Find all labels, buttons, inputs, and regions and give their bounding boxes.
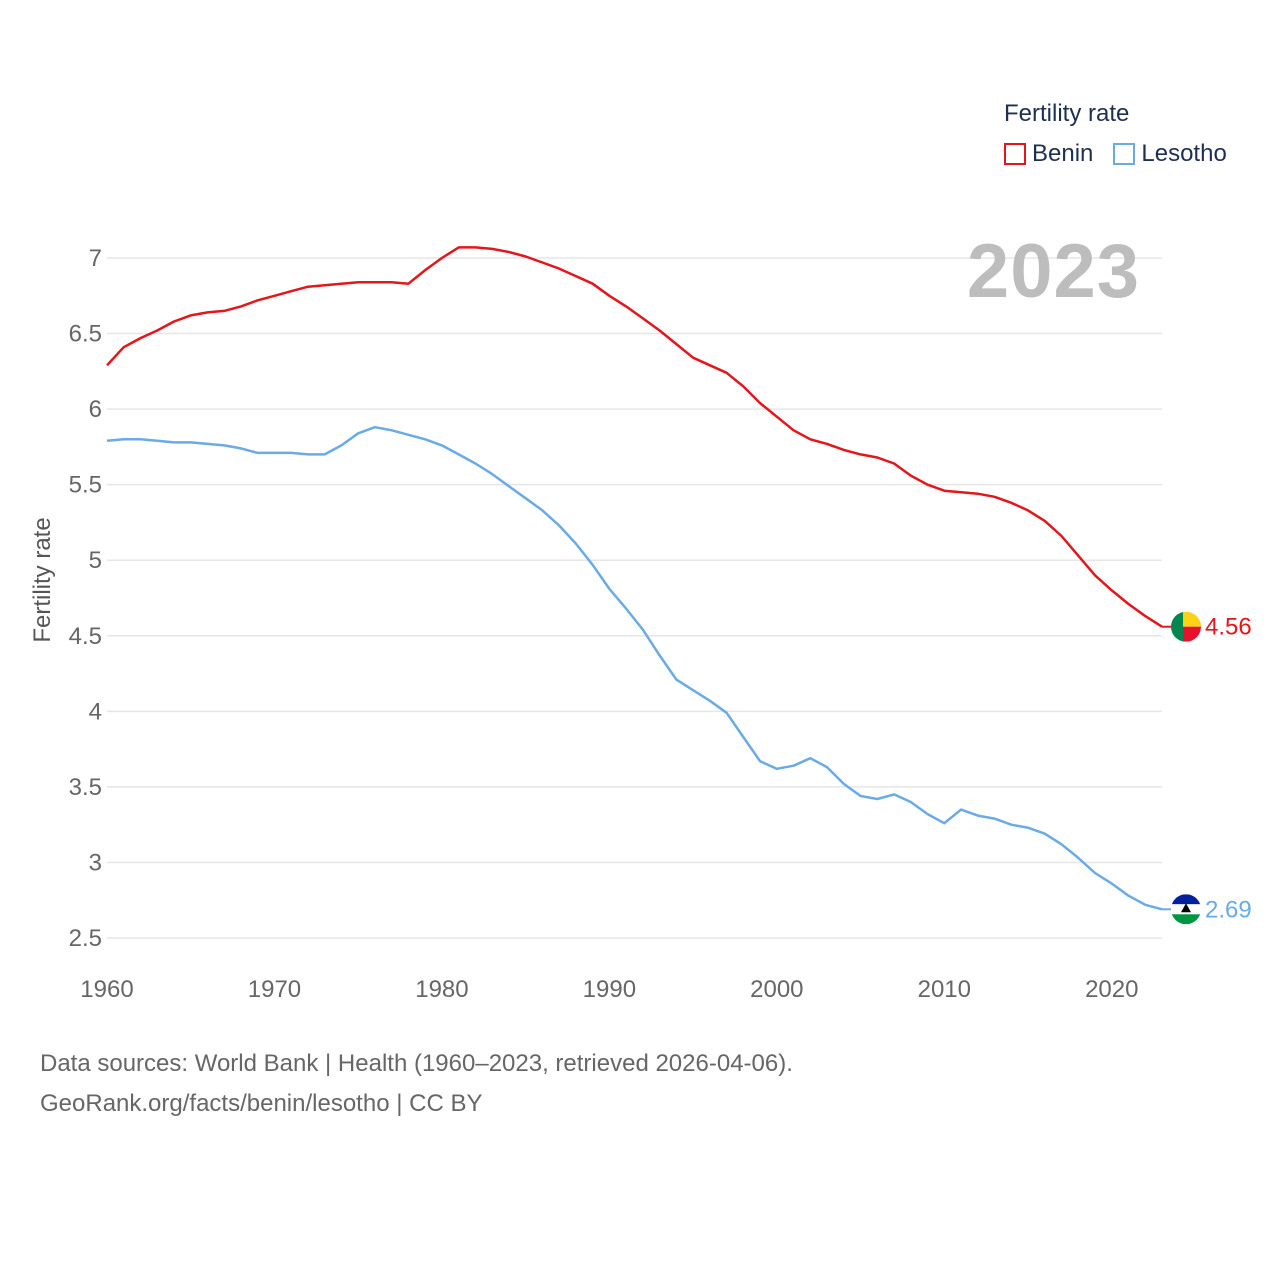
lesotho-flag-icon (1171, 894, 1201, 925)
x-tick-label: 2010 (918, 976, 971, 1003)
end-value-label-lesotho: 2.69 (1205, 896, 1252, 923)
footer-attribution-link[interactable]: GeoRank.org/facts/benin/lesotho | CC BY (40, 1090, 483, 1117)
y-tick-label: 6.5 (69, 321, 102, 348)
x-tick-label: 2000 (750, 976, 803, 1003)
y-axis-label: Fertility rate (29, 517, 56, 642)
legend-item-benin[interactable]: Benin (1004, 140, 1093, 168)
legend: Fertility rate Benin Lesotho (1004, 100, 1227, 168)
y-tick-label: 5.5 (69, 472, 102, 499)
legend-swatch-benin (1004, 143, 1026, 165)
series-line-benin (106, 246, 1163, 628)
grid-lines (107, 257, 1162, 939)
legend-item-lesotho[interactable]: Lesotho (1113, 140, 1227, 168)
x-tick-label: 1970 (248, 976, 301, 1003)
x-tick-label: 1980 (415, 976, 468, 1003)
y-tick-label: 3.5 (69, 774, 102, 801)
series-end-markers: 4.56 2.69 (1162, 611, 1252, 925)
y-tick-label: 3 (89, 849, 102, 876)
y-tick-label: 5 (89, 547, 102, 574)
x-tick-label: 1960 (80, 976, 133, 1003)
footer-data-sources: Data sources: World Bank | Health (1960–… (40, 1050, 793, 1077)
series-line-lesotho (106, 425, 1163, 911)
legend-title: Fertility rate (1004, 100, 1130, 127)
legend-label-benin: Benin (1032, 140, 1094, 167)
legend-label-lesotho: Lesotho (1141, 140, 1227, 167)
y-axis-tick-labels: 2.5 3 3.5 4 4.5 5 5.5 6 6.5 7 (69, 245, 102, 952)
current-year-label: 2023 (966, 229, 1140, 314)
x-tick-label: 2020 (1085, 976, 1138, 1003)
end-value-label-benin: 4.56 (1205, 614, 1252, 641)
benin-flag-icon (1171, 611, 1201, 642)
footer-source: Data sources: World Bank | Health (1960–… (40, 1044, 793, 1124)
y-tick-label: 7 (89, 245, 102, 272)
x-tick-label: 1990 (583, 976, 636, 1003)
y-tick-label: 4.5 (69, 623, 102, 650)
y-tick-label: 6 (89, 396, 102, 423)
series-lines (106, 246, 1163, 911)
y-tick-label: 4 (89, 698, 102, 725)
x-axis-tick-labels: 1960 1970 1980 1990 2000 2010 2020 (80, 976, 1138, 1003)
legend-swatch-lesotho (1113, 143, 1136, 165)
y-tick-label: 2.5 (69, 925, 102, 952)
